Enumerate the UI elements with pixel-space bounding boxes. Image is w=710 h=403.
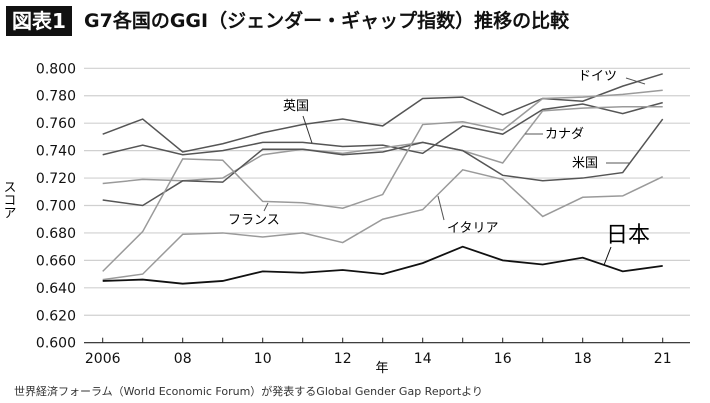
series-label-germany: ドイツ — [578, 69, 617, 84]
x-tick-label: 10 — [254, 351, 272, 367]
leader-line-italy — [437, 195, 445, 221]
series-line-5 — [102, 169, 664, 281]
y-tick-label: 0.740 — [36, 144, 76, 160]
series-label-canada: カナダ — [545, 127, 584, 142]
y-axis-label: スコア — [1, 180, 16, 219]
x-tick-label: 08 — [174, 351, 192, 367]
series-label-france: フランス — [228, 213, 280, 228]
y-tick-label: 0.680 — [36, 226, 76, 242]
y-tick-label: 0.600 — [36, 336, 76, 352]
y-tick-label: 0.760 — [36, 116, 76, 132]
x-tick-label: 2006 — [85, 351, 121, 367]
x-tick-label: 18 — [574, 351, 592, 367]
series-line-6 — [102, 245, 663, 285]
x-tick-label: 14 — [414, 351, 432, 367]
y-tick-label: 0.720 — [36, 171, 76, 187]
y-tick-label: 0.700 — [36, 199, 76, 215]
y-tick-label: 0.660 — [36, 253, 76, 269]
leader-line-france — [263, 202, 269, 212]
series-label-italy: イタリア — [447, 221, 498, 236]
y-tick-label: 0.780 — [36, 89, 76, 105]
y-tick-label: 0.640 — [36, 281, 76, 297]
y-tick-label: 0.620 — [36, 308, 76, 324]
series-label-uk: 英国 — [283, 99, 309, 114]
series-label-japan: 日本 — [606, 223, 650, 248]
leader-line-germany — [625, 77, 646, 85]
x-axis-label: 年 — [375, 361, 388, 376]
source-note: 世界経済フォーラム（World Economic Forum）が発表するGlob… — [14, 385, 483, 398]
series-label-us: 米国 — [572, 156, 598, 171]
leader-line-japan — [603, 246, 612, 266]
y-tick-label: 0.800 — [36, 61, 76, 77]
x-tick-label: 16 — [494, 351, 512, 367]
x-tick-label: 21 — [654, 351, 672, 367]
figure-badge: 図表1 — [6, 6, 72, 36]
x-tick-label: 12 — [334, 351, 352, 367]
leader-line-uk — [302, 115, 313, 144]
chart-title: G7各国のGGI（ジェンダー・ギャップ指数）推移の比較 — [84, 10, 570, 32]
